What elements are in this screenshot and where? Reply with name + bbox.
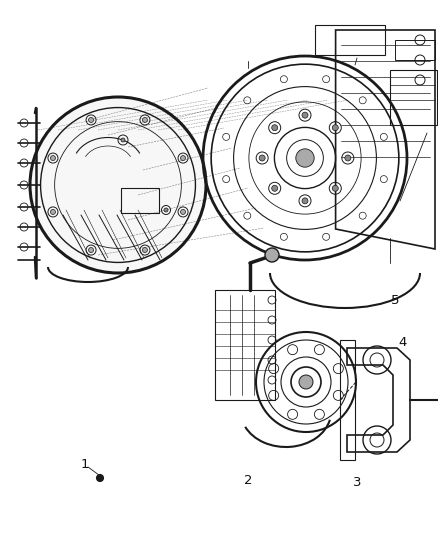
Text: 5: 5: [391, 294, 399, 306]
Circle shape: [88, 247, 94, 253]
Circle shape: [272, 125, 278, 131]
Text: 1: 1: [81, 458, 89, 472]
Circle shape: [96, 474, 103, 481]
Circle shape: [142, 117, 148, 123]
Polygon shape: [30, 97, 206, 273]
Circle shape: [164, 208, 168, 212]
Circle shape: [296, 149, 314, 167]
Text: 4: 4: [399, 335, 407, 349]
Circle shape: [88, 117, 94, 123]
Circle shape: [50, 209, 56, 214]
Circle shape: [121, 138, 125, 142]
Circle shape: [142, 247, 148, 253]
Text: 3: 3: [353, 475, 361, 489]
Circle shape: [180, 156, 186, 160]
Circle shape: [259, 155, 265, 161]
Circle shape: [302, 198, 308, 204]
Text: 2: 2: [244, 473, 252, 487]
Circle shape: [332, 185, 338, 191]
Circle shape: [180, 209, 186, 214]
Circle shape: [299, 375, 313, 389]
Circle shape: [272, 185, 278, 191]
Circle shape: [302, 112, 308, 118]
Circle shape: [50, 156, 56, 160]
Circle shape: [332, 125, 338, 131]
Circle shape: [345, 155, 351, 161]
Circle shape: [265, 248, 279, 262]
